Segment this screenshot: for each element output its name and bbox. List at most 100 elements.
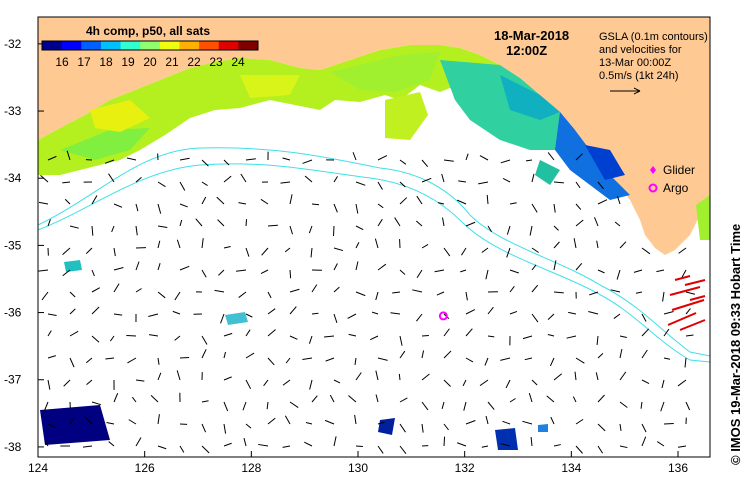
velocity-arrow <box>663 311 674 315</box>
velocity-arrow <box>399 397 408 403</box>
velocity-arrow <box>575 203 582 210</box>
velocity-arrow <box>487 401 495 410</box>
velocity-arrow <box>223 332 233 337</box>
lat-tick-label: -33 <box>4 104 22 118</box>
velocity-arrow <box>69 330 79 337</box>
velocity-arrow <box>597 199 608 205</box>
velocity-arrow <box>377 218 383 227</box>
velocity-arrow <box>66 150 71 161</box>
sst-patches <box>38 45 710 450</box>
velocity-arrow <box>416 269 423 279</box>
velocity-arrow-strong <box>679 319 706 331</box>
velocity-arrow <box>566 335 577 339</box>
glider-label: Glider <box>663 163 695 177</box>
velocity-arrow <box>91 401 102 406</box>
velocity-arrow <box>302 357 313 361</box>
velocity-arrow <box>399 197 408 205</box>
velocity-arrow <box>416 195 423 205</box>
velocity-arrow <box>113 283 120 293</box>
velocity-arrow <box>289 335 298 340</box>
velocity-arrow <box>47 155 57 161</box>
lon-tick-label: 130 <box>348 461 368 475</box>
velocity-arrow <box>69 417 75 425</box>
velocity-arrow <box>245 247 250 257</box>
velocity-arrow <box>302 159 313 164</box>
velocity-arrow <box>201 445 210 454</box>
velocity-arrow <box>412 289 423 293</box>
velocity-arrow <box>148 313 159 317</box>
info-line-4: 0.5m/s (1kt 24h) <box>599 70 678 82</box>
velocity-arrow <box>458 180 467 183</box>
velocity-arrow <box>223 175 232 183</box>
velocity-arrow <box>633 269 643 273</box>
velocity-arrow <box>84 416 93 425</box>
velocity-arrow <box>553 225 559 231</box>
velocity-arrow <box>465 291 468 301</box>
velocity-arrow <box>333 176 338 183</box>
velocity-arrow <box>421 177 432 183</box>
velocity-arrow <box>69 308 76 315</box>
velocity-arrow <box>597 394 605 403</box>
velocity-arrow <box>528 392 533 403</box>
velocity-arrow <box>355 291 366 297</box>
colorbar: 4h comp, p50, all sats 16 17 18 19 20 21 22 23 2… <box>41 24 259 69</box>
velocity-arrow <box>677 379 687 387</box>
velocity-arrow <box>62 247 71 256</box>
velocity-arrow <box>47 219 51 227</box>
velocity-arrow <box>333 203 338 213</box>
velocity-arrow <box>135 225 138 236</box>
velocity-arrow <box>421 350 425 359</box>
map-border <box>37 16 711 458</box>
colorbar-tick-label: 22 <box>187 55 201 69</box>
velocity-arrow <box>575 153 584 161</box>
velocity-arrow <box>531 313 539 323</box>
velocity-arrow <box>242 401 247 411</box>
velocity-arrow <box>176 239 181 249</box>
land-australia <box>38 17 710 255</box>
colorbar-tick-label: 24 <box>231 55 245 69</box>
velocity-arrow <box>641 349 648 359</box>
velocity-arrow <box>574 371 577 381</box>
colorbar-tick-label: 19 <box>121 55 135 69</box>
velocity-arrow <box>282 445 291 448</box>
velocity-arrow <box>243 438 247 447</box>
velocity-arrow <box>481 247 489 253</box>
velocity-arrow <box>201 400 209 403</box>
velocity-arrow <box>333 263 338 271</box>
velocity-arrow <box>179 157 190 161</box>
velocity-arrow <box>157 203 162 214</box>
velocity-arrow <box>685 334 694 337</box>
velocity-arrow <box>678 247 687 254</box>
velocity-arrow <box>394 217 401 227</box>
velocity-arrow <box>377 181 383 190</box>
velocity-arrow <box>572 396 577 403</box>
lat-tick-label: -38 <box>4 440 22 454</box>
velocity-arrow <box>399 181 406 188</box>
velocity-arrow-strong <box>667 312 697 326</box>
velocity-arrow <box>148 334 159 337</box>
velocity-arrow <box>509 310 518 315</box>
velocity-arrow <box>91 306 100 315</box>
velocity-arrow <box>333 436 337 447</box>
velocity-arrow <box>333 379 341 384</box>
velocity-arrow <box>443 436 446 447</box>
velocity-arrow <box>390 312 401 315</box>
velocity-arrow <box>69 357 75 368</box>
velocity-arrow <box>218 269 225 276</box>
velocity-arrow <box>214 289 225 293</box>
velocity-arrow <box>619 445 628 449</box>
velocity-arrow <box>443 379 451 387</box>
velocity-arrow <box>179 219 183 227</box>
velocity-arrow <box>547 334 555 337</box>
latitude-axis: -32 -33 -34 -35 -36 -37 -38 <box>4 37 44 454</box>
velocity-arrow <box>305 422 313 425</box>
velocity-arrow <box>415 220 423 227</box>
velocity-arrow <box>640 401 643 409</box>
velocity-arrow <box>502 178 511 183</box>
velocity-arrow <box>174 291 181 301</box>
velocity-arrow <box>62 269 71 277</box>
velocity-arrow <box>258 443 269 447</box>
velocity-arrow <box>223 376 232 381</box>
velocity-arrow <box>40 174 49 183</box>
velocity-arrow <box>355 242 360 249</box>
